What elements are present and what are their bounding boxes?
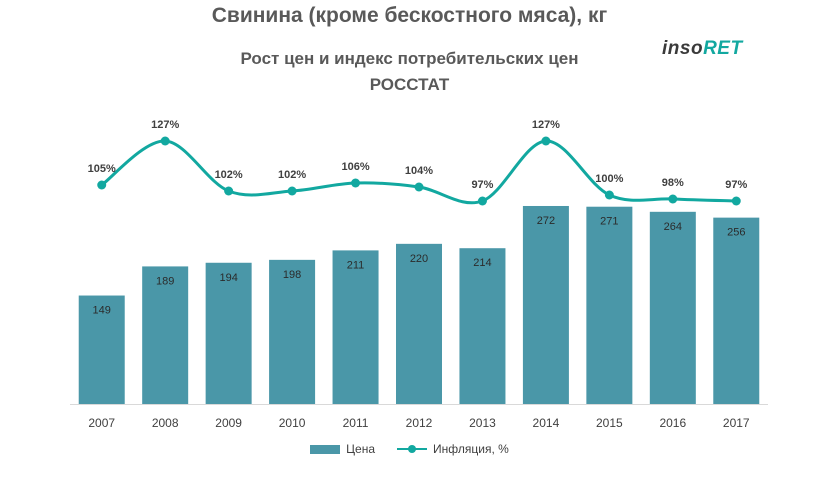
x-tick-2009: 2009 <box>215 416 242 430</box>
legend-item-inflation: Инфляция, % <box>397 442 509 456</box>
bar-2012 <box>396 243 442 404</box>
bar-2013 <box>459 248 506 404</box>
x-tick-2011: 2011 <box>343 416 369 430</box>
legend-label-price: Цена <box>346 442 376 456</box>
inflation-point-2016 <box>668 194 678 204</box>
x-tick-2015: 2015 <box>596 416 623 430</box>
inflation-point-2015 <box>604 190 614 200</box>
x-tick-2016: 2016 <box>659 416 686 430</box>
inflation-point-2009 <box>224 186 234 196</box>
inflation-label-2016: 98% <box>662 177 684 189</box>
inflation-label-2009: 102% <box>215 169 243 181</box>
bar-label-2014: 272 <box>537 215 555 227</box>
inflation-label-2014: 127% <box>532 119 560 131</box>
x-tick-2012: 2012 <box>406 416 433 430</box>
bar-label-2017: 256 <box>727 227 745 239</box>
bar-series <box>78 205 760 404</box>
inflation-label-2011: 106% <box>341 161 369 173</box>
inflation-label-2017: 97% <box>725 179 747 191</box>
chart-subtitle-line2: РОССТАТ <box>369 75 450 94</box>
bar-label-2012: 220 <box>410 253 428 265</box>
inflation-point-2014 <box>541 136 551 146</box>
inflation-point-2017 <box>731 196 741 206</box>
inflation-point-2008 <box>160 136 170 146</box>
chart-legend: Цена Инфляция, % <box>0 442 819 456</box>
inflation-label-2007: 105% <box>88 163 116 175</box>
chart-subtitle-line1: Рост цен и индекс потребительских цен <box>240 49 579 68</box>
inflation-point-2013 <box>477 196 487 206</box>
bar-label-2007: 149 <box>93 305 111 317</box>
inflation-point-2010 <box>287 186 297 196</box>
legend-label-inflation: Инфляция, % <box>433 442 509 456</box>
inflation-label-2012: 104% <box>405 165 433 177</box>
bar-2017 <box>713 217 760 404</box>
bar-2014 <box>522 205 569 404</box>
bar-label-2010: 198 <box>283 269 301 281</box>
bar-label-2011: 211 <box>347 259 365 271</box>
bar-2009 <box>205 262 252 404</box>
bar-2008 <box>142 266 189 404</box>
bar-2007 <box>78 295 125 404</box>
inflation-label-2015: 100% <box>595 173 623 185</box>
inflation-markers <box>97 136 741 206</box>
x-tick-2007: 2007 <box>88 416 115 430</box>
x-tick-2010: 2010 <box>279 416 306 430</box>
x-tick-2008: 2008 <box>152 416 179 430</box>
legend-bar-swatch-icon <box>310 444 341 454</box>
bar-2016 <box>649 211 696 404</box>
logo-text-ret: RET <box>703 38 743 59</box>
bar-2015 <box>586 206 633 404</box>
x-axis-tick-labels: 2007 2008 2009 2010 2011 2012 2013 2014 2015 2016… <box>88 416 750 430</box>
chart-subtitle: Рост цен и индекс потребительских цен РО… <box>0 46 819 98</box>
inflation-point-2012 <box>414 182 424 192</box>
insoret-logo: insoRET <box>662 38 743 60</box>
bar-label-2009: 194 <box>219 272 237 284</box>
bar-label-2008: 189 <box>156 275 174 287</box>
inflation-value-labels: 105% 127% 102% 102% 106% 104% 97% 127% 100% 98% 97… <box>88 119 748 191</box>
legend-line-swatch-icon <box>397 444 428 454</box>
inflation-point-2011 <box>351 178 361 188</box>
x-tick-2014: 2014 <box>533 416 560 430</box>
chart-title: Свинина (кроме бескостного мяса), кг <box>211 4 608 27</box>
bar-label-2015: 271 <box>600 216 618 228</box>
bar-label-2016: 264 <box>664 221 682 233</box>
bar-label-2013: 214 <box>473 257 491 269</box>
inflation-label-2010: 102% <box>278 169 306 181</box>
inflation-label-2013: 97% <box>471 179 493 191</box>
inflation-label-2008: 127% <box>151 119 179 131</box>
legend-item-price: Цена <box>310 442 375 456</box>
logo-text-inso: inso <box>662 38 704 59</box>
bar-2011 <box>332 250 379 404</box>
x-tick-2013: 2013 <box>469 416 496 430</box>
bar-value-labels: 149 189 194 198 211 220 214 272 271 264 256 <box>93 215 746 317</box>
x-tick-2017: 2017 <box>723 416 750 430</box>
inflation-point-2007 <box>97 180 107 190</box>
bar-2010 <box>269 259 316 404</box>
